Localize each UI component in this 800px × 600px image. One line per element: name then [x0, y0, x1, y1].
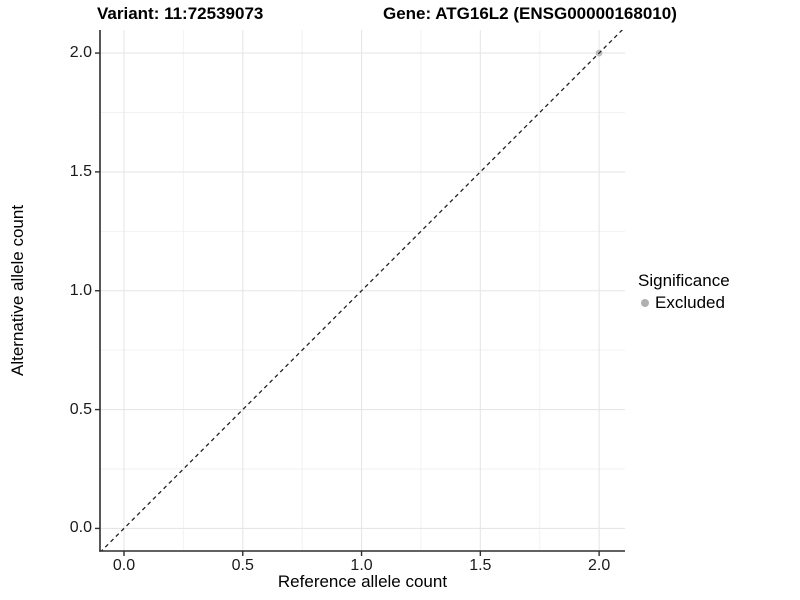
y-axis-title: Alternative allele count — [8, 204, 27, 377]
x-tick-label: 2.0 — [587, 557, 611, 574]
x-tick-label: 1.5 — [469, 557, 492, 574]
x-axis-title: Reference allele count — [277, 572, 448, 591]
y-tick-label: 0.0 — [69, 519, 92, 537]
x-tick-label: 1.0 — [350, 557, 373, 574]
legend-point-swatch — [641, 299, 649, 307]
plot-panel — [95, 30, 625, 556]
y-tick-label: 1.5 — [69, 162, 92, 180]
plot-title-gene: Gene: ATG16L2 (ENSG00000168010) — [383, 4, 677, 23]
x-tick-label: 0.0 — [112, 557, 136, 574]
plot-title-variant: Variant: 11:72539073 — [97, 4, 264, 23]
legend-title: Significance — [638, 271, 730, 290]
y-tick-label: 1.0 — [69, 281, 92, 299]
legend: Significance Excluded — [638, 271, 730, 313]
y-tick-label: 2.0 — [69, 44, 92, 62]
legend-entry-label: Excluded — [655, 293, 725, 312]
x-tick-label: 0.5 — [231, 557, 254, 574]
legend-entry-excluded: Excluded — [638, 293, 730, 313]
y-tick-label: 0.5 — [69, 400, 92, 418]
plot-canvas — [95, 30, 625, 556]
